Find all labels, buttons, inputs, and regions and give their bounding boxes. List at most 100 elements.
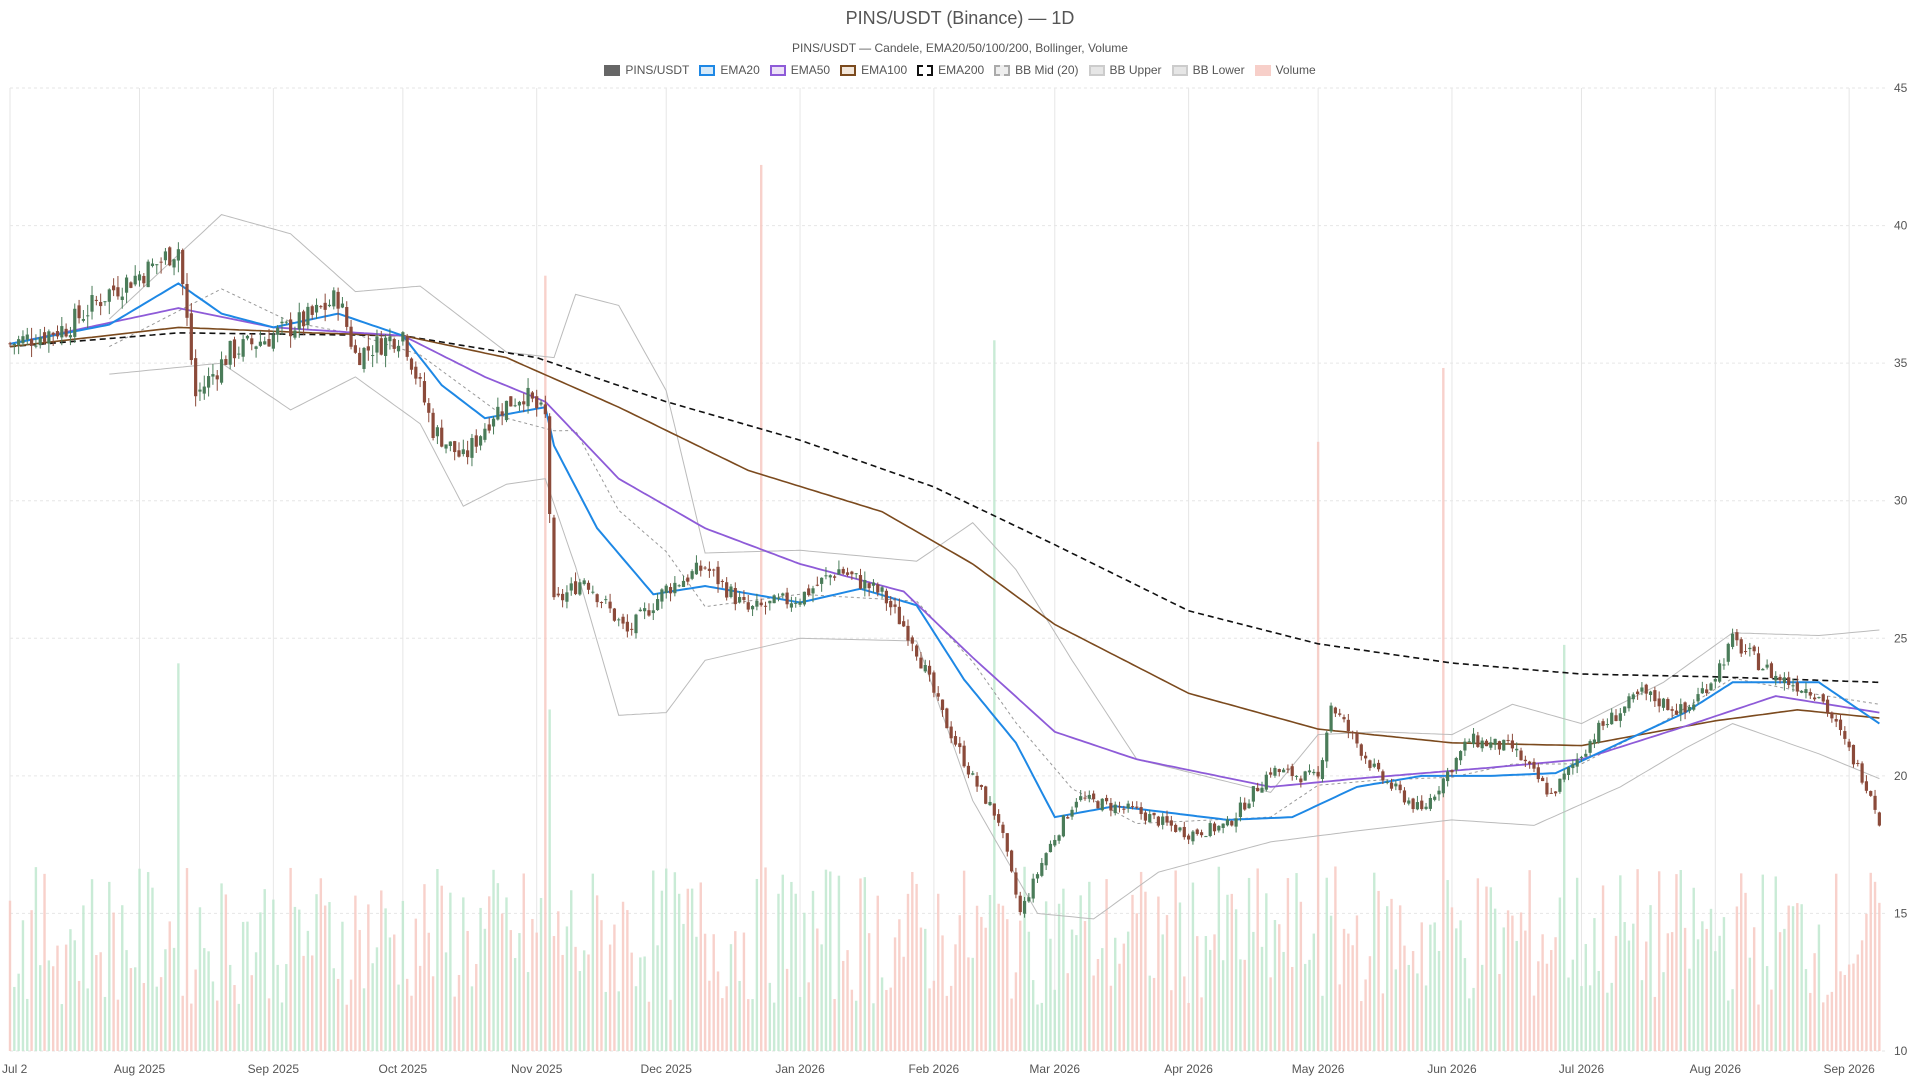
volume-bar <box>924 928 927 1051</box>
candle-body <box>552 517 556 598</box>
candle-body <box>1225 819 1230 826</box>
candle-body <box>219 359 224 383</box>
candle-body <box>543 404 547 415</box>
volume-bar <box>207 951 210 1051</box>
volume-bar <box>993 340 996 1051</box>
candle-body <box>1631 694 1635 700</box>
volume-bar <box>1588 985 1592 1051</box>
volume-bar <box>410 995 413 1051</box>
candle-body <box>1398 784 1402 791</box>
legend-item[interactable]: BB Mid (20) <box>994 63 1079 77</box>
candle-body <box>1769 663 1774 679</box>
volume-bar <box>509 930 512 1051</box>
volume-bar <box>1139 871 1143 1051</box>
volume-bar <box>988 895 992 1051</box>
candle-body <box>1817 697 1821 699</box>
candle-body <box>280 321 284 324</box>
candle-body <box>81 319 85 321</box>
legend-item[interactable]: BB Lower <box>1171 63 1245 77</box>
volume-bar <box>1614 935 1618 1051</box>
candle-body <box>1739 639 1743 654</box>
candle-body <box>466 450 470 458</box>
volume-bar <box>1170 990 1173 1051</box>
candle-body <box>250 338 254 345</box>
candle-body <box>1627 696 1631 709</box>
candle-body <box>725 582 729 598</box>
candle-body <box>768 600 772 604</box>
volume-bar <box>1299 901 1303 1051</box>
legend-item[interactable]: EMA50 <box>769 63 830 77</box>
volume-bar <box>1114 937 1117 1051</box>
candle-body <box>1415 802 1420 810</box>
candle-body <box>556 593 560 596</box>
volume-bar <box>984 927 987 1051</box>
candle-body <box>1152 812 1156 816</box>
volume-bar <box>1398 905 1402 1051</box>
volume-bar <box>725 986 728 1051</box>
y-tick-label: 10 <box>1894 1044 1908 1058</box>
legend-item[interactable]: EMA200 <box>917 63 984 77</box>
candle-body <box>435 427 440 437</box>
volume-bar <box>824 869 828 1051</box>
candle-body <box>1515 748 1519 751</box>
legend-item[interactable]: PINS/USDT <box>604 63 689 77</box>
legend-item[interactable]: BB Upper <box>1088 63 1162 77</box>
candle-body <box>42 332 47 342</box>
candle-body <box>1666 699 1670 711</box>
candle-body <box>440 427 444 447</box>
candle-body <box>1558 778 1562 792</box>
volume-bar <box>526 972 530 1051</box>
candle-body <box>211 374 215 377</box>
candle-body <box>811 588 815 594</box>
candle-body <box>215 375 219 380</box>
candle-body <box>366 346 370 351</box>
candle-body <box>1083 797 1087 799</box>
volume-bar <box>695 936 698 1051</box>
volume-bar <box>1178 902 1182 1051</box>
volume-bar <box>721 998 724 1051</box>
volume-bar <box>949 985 953 1051</box>
candle-body <box>332 290 336 307</box>
legend-item[interactable]: EMA20 <box>699 63 760 77</box>
volume-bar <box>69 929 72 1051</box>
x-tick-label: Sep 2025 <box>248 1062 300 1076</box>
candle-body <box>1579 756 1584 758</box>
candle-body <box>90 295 94 312</box>
candle-body <box>1545 782 1549 795</box>
volume-bar <box>626 910 629 1051</box>
legend-item[interactable]: EMA100 <box>840 63 907 77</box>
candle-body <box>1027 897 1031 902</box>
candle-body <box>310 306 314 315</box>
volume-bar <box>842 960 845 1051</box>
legend-item[interactable]: Volume <box>1254 63 1316 77</box>
candle-body <box>884 590 888 604</box>
candle-body <box>832 576 837 578</box>
candle-body <box>1821 694 1825 702</box>
volume-bar <box>203 948 206 1051</box>
candle-body <box>474 435 478 447</box>
candle-body <box>1588 741 1592 753</box>
volume-bar <box>570 890 573 1051</box>
volume-bar <box>211 981 215 1051</box>
candle-body <box>1774 675 1778 681</box>
candle-body <box>893 604 897 607</box>
volume-bar <box>198 907 202 1051</box>
candle-body <box>1372 763 1376 767</box>
volume-bar <box>820 944 823 1051</box>
candle-body <box>1022 900 1027 914</box>
volume-bar <box>17 973 20 1051</box>
candle-body <box>815 584 819 586</box>
candle-body <box>345 307 349 327</box>
volume-bar <box>1826 994 1829 1051</box>
candle-body <box>1640 687 1644 692</box>
candle-body <box>569 583 573 591</box>
candle-body <box>1601 721 1605 726</box>
candle-body <box>1277 769 1281 773</box>
volume-bar <box>1196 936 1199 1051</box>
candle-body <box>1139 807 1143 815</box>
volume-bar <box>1463 958 1467 1051</box>
y-tick-label: 30 <box>1894 494 1908 508</box>
candle-body <box>457 450 461 457</box>
candle-body <box>699 565 703 571</box>
candle-body <box>988 801 992 806</box>
